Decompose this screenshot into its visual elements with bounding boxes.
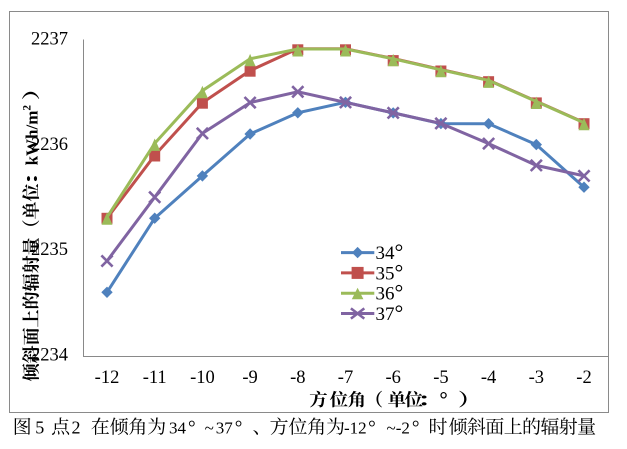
svg-text:34°: 34°	[376, 239, 404, 264]
svg-text:2: 2	[72, 417, 81, 437]
svg-text:-8: -8	[290, 368, 305, 388]
svg-text:34°: 34°	[169, 417, 196, 438]
svg-text:36°: 36°	[376, 280, 404, 305]
svg-text:5: 5	[35, 417, 44, 437]
svg-text:2236: 2236	[31, 135, 68, 155]
svg-text:-11: -11	[143, 368, 167, 388]
svg-text:-12: -12	[95, 368, 120, 388]
svg-text:-10: -10	[190, 368, 215, 388]
svg-text:-3: -3	[529, 368, 544, 388]
svg-text:-7: -7	[338, 368, 353, 388]
svg-text:~37°: ~37 °	[205, 417, 243, 438]
svg-text:2237: 2237	[31, 30, 68, 50]
svg-text:-5: -5	[433, 368, 448, 388]
svg-text:-9: -9	[242, 368, 257, 388]
svg-text:°: °	[439, 387, 447, 411]
svg-text:-12°: -12°	[344, 417, 376, 438]
svg-text:-6: -6	[385, 368, 400, 388]
svg-text:2235: 2235	[31, 240, 68, 260]
svg-text:~-2°: ~-2 °	[387, 417, 420, 438]
svg-text:-4: -4	[481, 368, 496, 388]
svg-text:2234: 2234	[31, 346, 68, 366]
svg-text:-2: -2	[576, 368, 591, 388]
svg-text:37°: 37°	[376, 300, 404, 325]
svg-text:35°: 35°	[376, 259, 404, 284]
svg-text:kWh/m2: kWh/m2	[22, 105, 42, 166]
